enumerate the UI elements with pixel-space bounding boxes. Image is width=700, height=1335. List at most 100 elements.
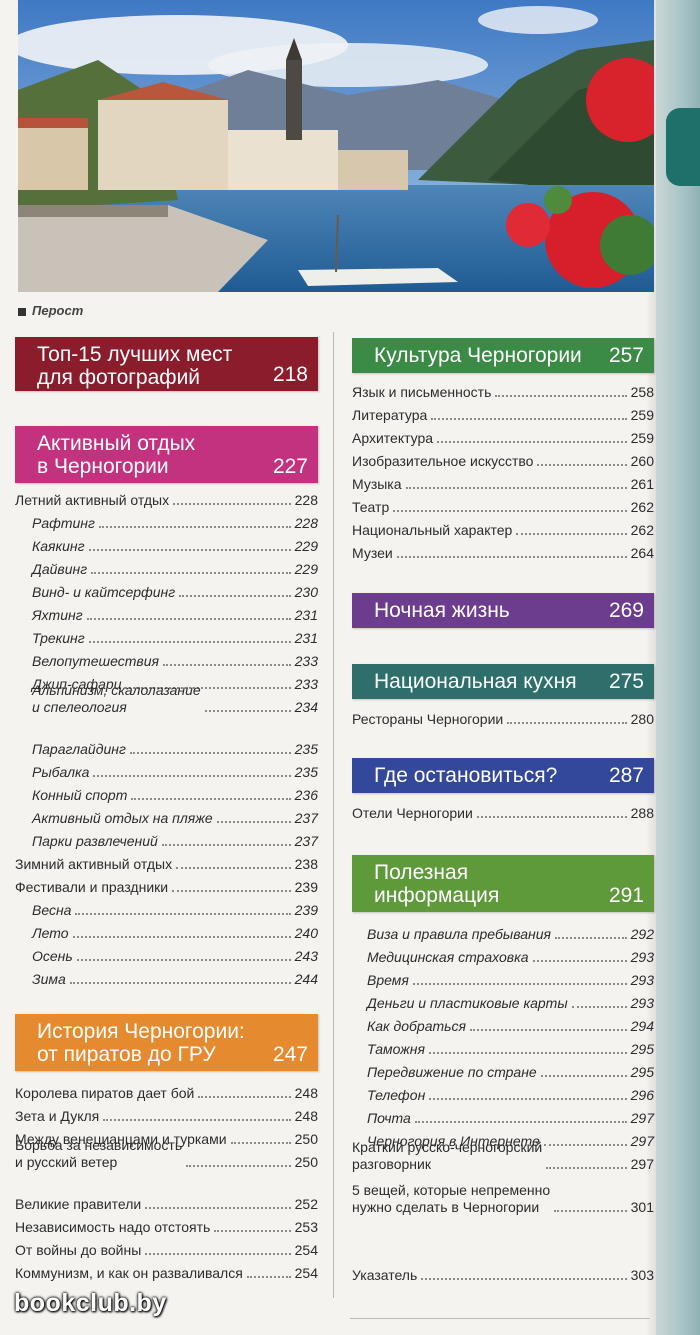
section-page-number: 218: [272, 363, 308, 386]
toc-entry[interactable]: Джип-сафари 233: [32, 673, 318, 693]
toc-entry[interactable]: Велопутешествия 233: [32, 650, 318, 670]
toc-entry-label: Трекинг: [32, 630, 85, 646]
toc-entry[interactable]: Литература 259: [352, 404, 654, 424]
toc-entry-label: Медицинская страховка: [367, 949, 529, 965]
toc-entry[interactable]: От войны до войны 254: [15, 1239, 318, 1259]
toc-entry[interactable]: Виза и правила пребывания 292: [367, 923, 654, 943]
toc-entry[interactable]: Коммунизм, и как он разваливался 254: [15, 1262, 318, 1282]
dot-leader: [173, 503, 291, 505]
toc-entry[interactable]: Конный спорт 236: [32, 784, 318, 804]
section-header-history[interactable]: История Черногории: от пиратов до ГРУ 247: [15, 1014, 318, 1071]
dot-leader: [543, 1144, 627, 1146]
toc-entry[interactable]: Между венецианцами и турками 250: [15, 1128, 318, 1148]
toc-entry[interactable]: 5 вещей, которые непременно нужно сделат…: [352, 1178, 654, 1216]
dot-leader: [532, 960, 627, 962]
section-header-cuisine[interactable]: Национальная кухня 275: [352, 664, 654, 699]
toc-entry-page: 258: [630, 384, 654, 400]
toc-entry[interactable]: Медицинская страховка 293: [367, 946, 654, 966]
dot-leader: [476, 816, 627, 818]
toc-entry[interactable]: Альпинизм, скалолазание и спелеология 234: [32, 678, 318, 716]
toc-entry[interactable]: Яхтинг 231: [32, 604, 318, 624]
section-header-useful[interactable]: Полезная информация 291: [352, 855, 654, 912]
toc-entry-label: Рестораны Черногории: [352, 711, 504, 727]
toc-entry-page: 233: [294, 653, 318, 669]
toc-entry-label: Конный спорт: [32, 787, 128, 803]
toc-entry[interactable]: Лето 240: [32, 922, 318, 942]
toc-entry[interactable]: Почта 297: [367, 1107, 654, 1127]
toc-entry-page: 254: [294, 1265, 318, 1281]
toc-entry[interactable]: Телефон 296: [367, 1084, 654, 1104]
toc-entry[interactable]: Краткий русско-черногорский разговорник 2…: [352, 1135, 654, 1173]
toc-entry[interactable]: Как добраться 294: [367, 1015, 654, 1035]
toc-entry[interactable]: Великие правители 252: [15, 1193, 318, 1213]
toc-entry-label: Время: [367, 972, 409, 988]
dot-leader: [546, 1167, 627, 1169]
toc-entry[interactable]: Летний активный отдых 228: [15, 489, 318, 509]
toc-entry[interactable]: Национальный характер 262: [352, 519, 654, 539]
toc-entry-label: Музеи: [352, 545, 393, 561]
toc-entry[interactable]: Винд- и кайтсерфинг 230: [32, 581, 318, 601]
toc-entry[interactable]: Зета и Дукля 248: [15, 1105, 318, 1125]
toc-entry[interactable]: Весна 239: [32, 899, 318, 919]
toc-entry[interactable]: Зима 244: [32, 968, 318, 988]
toc-entry[interactable]: Язык и письменность 258: [352, 381, 654, 401]
dot-leader: [571, 1006, 627, 1008]
toc-entry-page: 259: [630, 407, 654, 423]
toc-entry[interactable]: Зимний активный отдых 238: [15, 853, 318, 873]
toc-entry[interactable]: Фестивали и праздники 239: [15, 876, 318, 896]
toc-entry-page: 239: [294, 902, 318, 918]
dot-leader: [69, 982, 291, 984]
toc-entry[interactable]: Параглайдинг 235: [32, 738, 318, 758]
dot-leader: [554, 1210, 627, 1212]
toc-entry[interactable]: Изобразительное искусство 260: [352, 450, 654, 470]
toc-entry-page: 229: [294, 538, 318, 554]
section-header-stay[interactable]: Где остановиться? 287: [352, 758, 654, 793]
toc-entry[interactable]: Музеи 264: [352, 542, 654, 562]
toc-entry-label: От войны до войны: [15, 1242, 142, 1258]
dot-leader: [412, 983, 627, 985]
toc-entry-page: 235: [294, 741, 318, 757]
toc-entry-page: 295: [630, 1041, 654, 1057]
toc-entry[interactable]: Указатель 303: [352, 1264, 654, 1284]
dot-leader: [161, 844, 291, 846]
dot-leader: [507, 722, 627, 724]
toc-entry[interactable]: Отели Черногории 288: [352, 802, 654, 822]
toc-entry[interactable]: Деньги и пластиковые карты 293: [367, 992, 654, 1012]
toc-entry-label: Дайвинг: [32, 561, 88, 577]
toc-entry[interactable]: Таможня 295: [367, 1038, 654, 1058]
toc-entry[interactable]: Независимость надо отстоять 253: [15, 1216, 318, 1236]
toc-entry[interactable]: Осень 243: [32, 945, 318, 965]
toc-entry[interactable]: Архитектура 259: [352, 427, 654, 447]
toc-entry[interactable]: Черногория в Интернете 297: [367, 1130, 654, 1150]
toc-entry[interactable]: Парки развлечений 237: [32, 830, 318, 850]
toc-entry-page: 230: [294, 584, 318, 600]
toc-entry[interactable]: Время 293: [367, 969, 654, 989]
toc-entry[interactable]: Музыка 261: [352, 473, 654, 493]
section-page-number: 269: [608, 599, 644, 622]
toc-entry[interactable]: Театр 262: [352, 496, 654, 516]
toc-entry[interactable]: Дайвинг 229: [32, 558, 318, 578]
toc-entry-label: Летний активный отдых: [15, 492, 170, 508]
toc-entry[interactable]: Трекинг 231: [32, 627, 318, 647]
toc-entry-label: Краткий русско-черногорский разговорник: [352, 1139, 543, 1172]
dot-leader: [495, 395, 627, 397]
toc-entry[interactable]: Рафтинг 228: [32, 512, 318, 532]
toc-entry-label: Театр: [352, 499, 390, 515]
toc-entry[interactable]: Королева пиратов дает бой 248: [15, 1082, 318, 1102]
toc-entry-page: 264: [630, 545, 654, 561]
toc-entry[interactable]: Каякинг 229: [32, 535, 318, 555]
section-header-night[interactable]: Ночная жизнь 269: [352, 593, 654, 628]
toc-entry[interactable]: Борьба за независимость и русский ветер 2…: [15, 1133, 318, 1171]
section-header-active[interactable]: Активный отдых в Черногории 227: [15, 426, 318, 483]
toc-entry[interactable]: Рыбалка 235: [32, 761, 318, 781]
dot-leader: [145, 1253, 291, 1255]
toc-entry[interactable]: Активный отдых на пляже 237: [32, 807, 318, 827]
section-header-top15[interactable]: Топ-15 лучших мест для фотографий 218: [15, 337, 318, 391]
toc-entry-label: Весна: [32, 902, 72, 918]
dot-leader: [554, 937, 627, 939]
toc-entry-label: Джип-сафари: [32, 676, 122, 692]
section-header-culture[interactable]: Культура Черногории 257: [352, 338, 654, 373]
toc-entry[interactable]: Рестораны Черногории 280: [352, 708, 654, 728]
toc-entry-page: 250: [294, 1154, 318, 1170]
toc-entry[interactable]: Передвижение по стране 295: [367, 1061, 654, 1081]
